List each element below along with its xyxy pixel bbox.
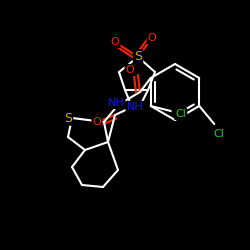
- Text: S: S: [64, 112, 72, 124]
- Text: NH: NH: [108, 98, 124, 108]
- Text: O: O: [92, 117, 102, 127]
- Text: S: S: [134, 50, 142, 64]
- Text: O: O: [148, 33, 156, 43]
- Text: Cl: Cl: [214, 129, 225, 139]
- Text: Cl: Cl: [175, 109, 186, 119]
- Text: NH: NH: [127, 102, 144, 112]
- Text: O: O: [110, 37, 120, 47]
- Text: O: O: [126, 65, 134, 75]
